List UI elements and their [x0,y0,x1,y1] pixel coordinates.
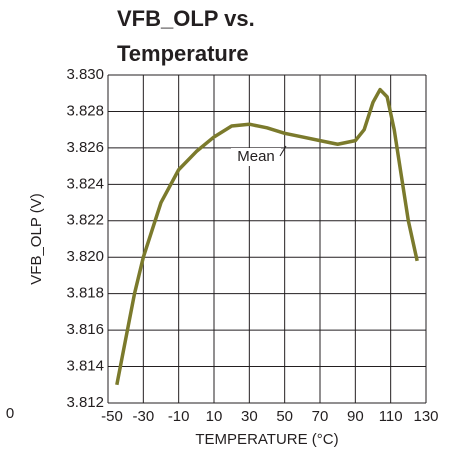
chart-title: Temperature [117,41,249,66]
x-tick-label: 70 [312,408,329,425]
annotation-leader [279,145,287,157]
x-tick-label: 10 [206,408,223,425]
y-tick-label: 3.814 [66,358,104,375]
y-tick-label: 3.826 [66,139,104,156]
x-axis-label: TEMPERATURE (°C) [195,431,338,448]
annotation-bg [231,148,281,166]
stray-label: 0 [6,405,14,422]
x-tick-label: 90 [347,408,364,425]
y-tick-label: 3.820 [66,248,104,265]
y-tick-label: 3.822 [66,212,104,229]
y-tick-label: 3.816 [66,321,104,338]
y-tick-label: 3.818 [66,285,104,302]
data-line [115,87,419,386]
x-tick-label: -10 [168,408,190,425]
y-tick-label: 3.824 [66,175,104,192]
x-tick-label: -50 [101,408,123,425]
y-tick-label: 3.828 [66,102,104,119]
x-tick-label: 30 [241,408,258,425]
annotation: Mean [237,148,275,165]
x-tick-label: 130 [413,408,438,425]
y-tick-label: 3.812 [66,394,104,411]
x-tick-label: 110 [379,408,403,425]
chart-title: VFB_OLP vs. [117,6,255,31]
y-tick-label: 3.830 [66,66,104,83]
x-tick-label: -30 [132,408,154,425]
y-axis-label: VFB_OLP (V) [28,193,45,284]
x-tick-label: 50 [276,408,293,425]
